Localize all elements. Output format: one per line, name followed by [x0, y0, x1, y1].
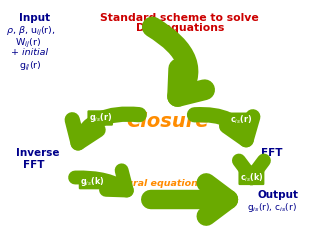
Text: FFT: FFT: [22, 160, 44, 170]
Text: g$_{is}$(r): g$_{is}$(r): [89, 111, 112, 124]
Text: g$_{is}$(r), c$_{is}$(r): g$_{is}$(r), c$_{is}$(r): [247, 201, 297, 215]
Text: g$_{is}$(k): g$_{is}$(k): [80, 175, 105, 188]
Text: DFT equations: DFT equations: [136, 22, 224, 33]
Text: c$_{is}$(r): c$_{is}$(r): [230, 114, 252, 126]
FancyArrowPatch shape: [75, 170, 127, 190]
Text: g$_{ij}$(r): g$_{ij}$(r): [19, 60, 41, 73]
Text: FFT: FFT: [261, 148, 283, 158]
Text: Closure: Closure: [127, 113, 209, 132]
FancyArrowPatch shape: [151, 183, 228, 216]
FancyArrowPatch shape: [72, 114, 139, 143]
Text: Standard scheme to solve: Standard scheme to solve: [100, 13, 259, 23]
Text: Integral equation: Integral equation: [105, 179, 198, 188]
Text: Input: Input: [19, 13, 50, 23]
Text: $\rho$, $\beta$, u$_{ij}$(r),: $\rho$, $\beta$, u$_{ij}$(r),: [6, 25, 55, 38]
Text: c$_{is}$(k): c$_{is}$(k): [240, 171, 263, 184]
Text: Inverse: Inverse: [16, 148, 59, 158]
FancyArrowPatch shape: [194, 115, 253, 140]
Text: + initial: + initial: [11, 48, 48, 57]
Text: Output: Output: [257, 190, 298, 200]
FancyArrowPatch shape: [152, 27, 205, 96]
Text: W$_{ij}$(r): W$_{ij}$(r): [15, 37, 41, 50]
FancyArrowPatch shape: [239, 161, 264, 178]
